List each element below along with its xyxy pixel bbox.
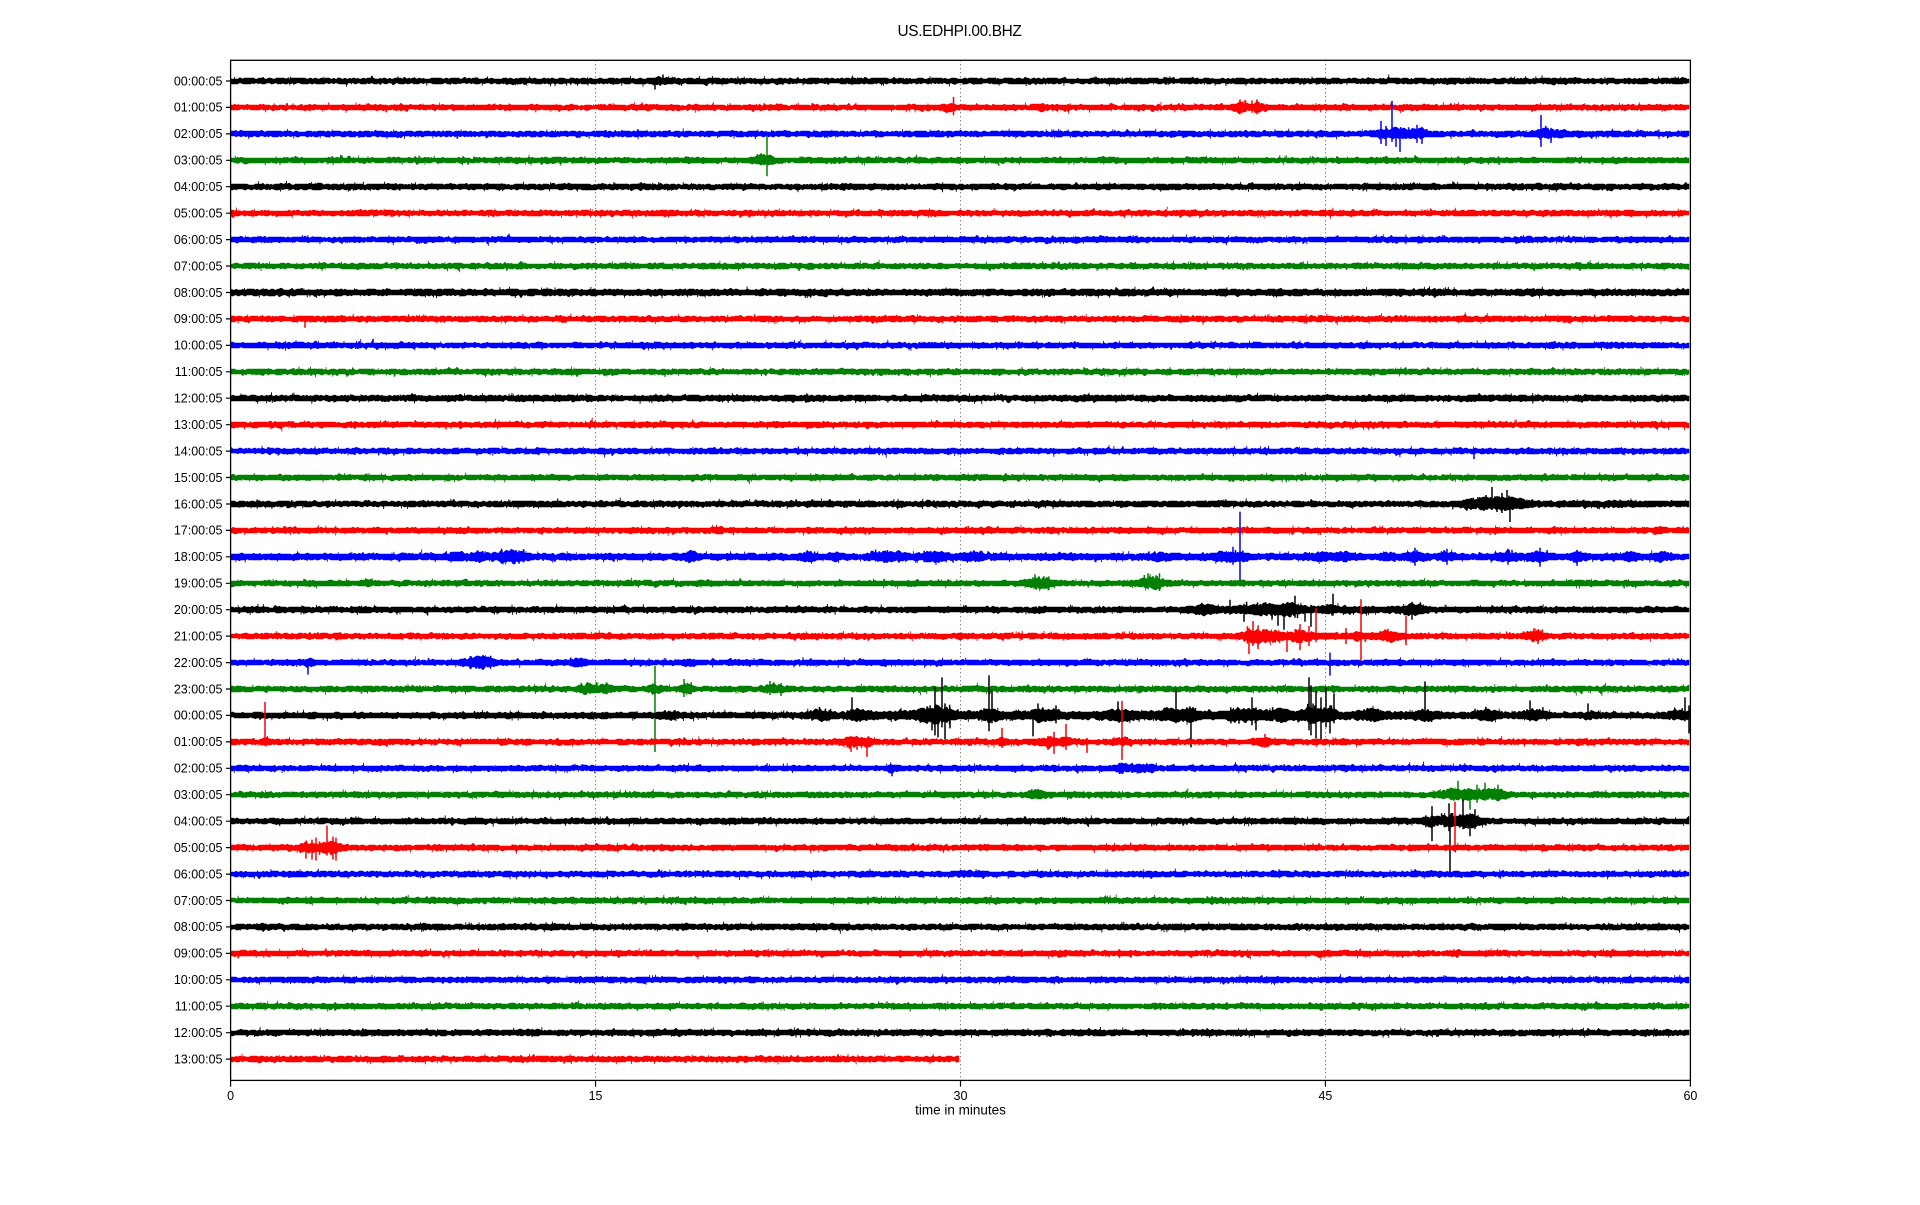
svg-text:10:00:05: 10:00:05 xyxy=(174,973,223,987)
svg-text:15: 15 xyxy=(589,1089,603,1103)
svg-text:09:00:05: 09:00:05 xyxy=(174,312,223,326)
svg-text:17:00:05: 17:00:05 xyxy=(174,524,223,538)
svg-text:02:00:05: 02:00:05 xyxy=(174,762,223,776)
svg-text:11:00:05: 11:00:05 xyxy=(175,1000,223,1014)
svg-text:30: 30 xyxy=(954,1089,968,1103)
svg-text:21:00:05: 21:00:05 xyxy=(174,629,223,643)
svg-text:13:00:05: 13:00:05 xyxy=(174,418,223,432)
svg-text:0: 0 xyxy=(227,1089,234,1103)
svg-text:07:00:05: 07:00:05 xyxy=(174,894,223,908)
svg-text:20:00:05: 20:00:05 xyxy=(174,603,223,617)
svg-text:11:00:05: 11:00:05 xyxy=(175,365,223,379)
svg-text:06:00:05: 06:00:05 xyxy=(174,233,223,247)
svg-text:07:00:05: 07:00:05 xyxy=(174,259,223,273)
svg-text:14:00:05: 14:00:05 xyxy=(174,444,223,458)
svg-text:05:00:05: 05:00:05 xyxy=(174,207,223,221)
svg-text:03:00:05: 03:00:05 xyxy=(174,154,223,168)
svg-text:18:00:05: 18:00:05 xyxy=(174,550,223,564)
svg-text:03:00:05: 03:00:05 xyxy=(174,788,223,802)
svg-text:09:00:05: 09:00:05 xyxy=(174,947,223,961)
svg-text:06:00:05: 06:00:05 xyxy=(174,867,223,881)
svg-text:00:00:05: 00:00:05 xyxy=(174,709,223,723)
svg-text:05:00:05: 05:00:05 xyxy=(174,841,223,855)
svg-text:time in minutes: time in minutes xyxy=(915,1102,1006,1117)
svg-text:04:00:05: 04:00:05 xyxy=(174,180,223,194)
svg-text:23:00:05: 23:00:05 xyxy=(174,682,223,696)
svg-text:12:00:05: 12:00:05 xyxy=(174,1026,223,1040)
svg-text:10:00:05: 10:00:05 xyxy=(174,339,223,353)
svg-text:00:00:05: 00:00:05 xyxy=(174,74,223,88)
svg-text:15:00:05: 15:00:05 xyxy=(174,471,223,485)
svg-text:08:00:05: 08:00:05 xyxy=(174,286,223,300)
svg-text:16:00:05: 16:00:05 xyxy=(174,497,223,511)
svg-text:19:00:05: 19:00:05 xyxy=(174,577,223,591)
svg-text:01:00:05: 01:00:05 xyxy=(174,735,223,749)
svg-text:13:00:05: 13:00:05 xyxy=(174,1052,223,1066)
svg-text:02:00:05: 02:00:05 xyxy=(174,127,223,141)
svg-text:01:00:05: 01:00:05 xyxy=(174,101,223,115)
svg-text:22:00:05: 22:00:05 xyxy=(174,656,223,670)
svg-text:45: 45 xyxy=(1318,1089,1332,1103)
svg-text:12:00:05: 12:00:05 xyxy=(174,392,223,406)
svg-text:08:00:05: 08:00:05 xyxy=(174,920,223,934)
svg-text:60: 60 xyxy=(1683,1089,1697,1103)
svg-text:04:00:05: 04:00:05 xyxy=(174,815,223,829)
svg-text:US.EDHPI.00.BHZ: US.EDHPI.00.BHZ xyxy=(898,23,1022,40)
